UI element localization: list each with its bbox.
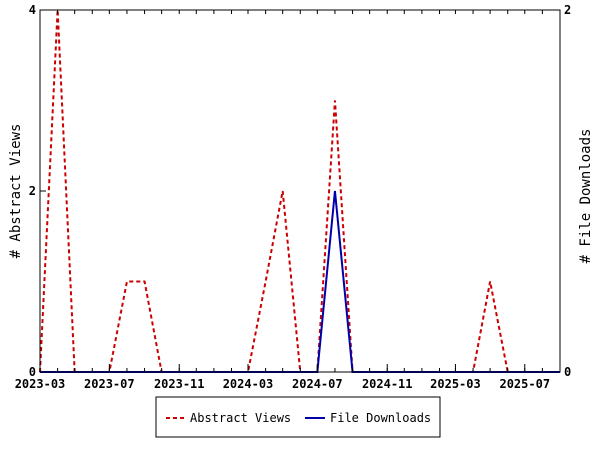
x-tick-label: 2024-07 bbox=[292, 377, 343, 391]
y-axis-right-title: # File Downloads bbox=[578, 129, 594, 264]
x-tick-label: 2023-11 bbox=[154, 377, 205, 391]
y-axis-left-title: # Abstract Views bbox=[8, 124, 24, 259]
y-left-tick-label: 0 bbox=[29, 365, 36, 379]
legend-box bbox=[155, 396, 441, 438]
y-left-tick-label: 4 bbox=[29, 3, 36, 17]
x-tick-label: 2024-11 bbox=[362, 377, 413, 391]
x-tick-label: 2024-03 bbox=[223, 377, 274, 391]
plot-lines bbox=[39, 9, 560, 373]
x-tick-label: 2025-07 bbox=[499, 377, 550, 391]
legend: Abstract Views File Downloads bbox=[155, 396, 441, 438]
x-tick-label: 2025-03 bbox=[430, 377, 481, 391]
legend-label-abstract-views: Abstract Views bbox=[190, 411, 291, 425]
y-right-tick-label: 2 bbox=[564, 3, 571, 17]
y-axis-ticks: 0 2 4 0 2 bbox=[29, 3, 571, 379]
series-line-abstract-views bbox=[39, 9, 560, 373]
x-tick-label: 2023-07 bbox=[84, 377, 135, 391]
y-left-tick-label: 2 bbox=[29, 184, 36, 198]
plot-frame bbox=[39, 9, 561, 373]
series-line-file-downloads bbox=[40, 190, 560, 373]
x-axis-ticks: 2023-03 2023-07 2023-11 2024-03 2024-07 2024-… bbox=[15, 10, 561, 391]
x-tick-label: 2023-03 bbox=[15, 377, 66, 391]
legend-label-file-downloads: File Downloads bbox=[330, 411, 431, 425]
y-right-tick-label: 0 bbox=[564, 365, 571, 379]
